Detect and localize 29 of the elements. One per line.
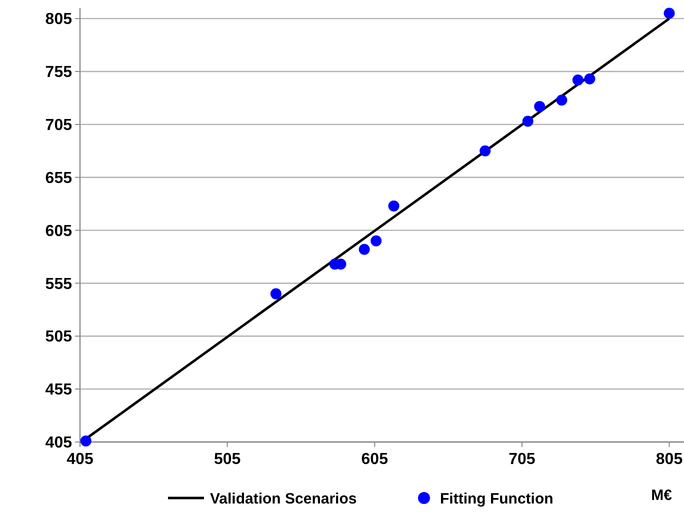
point xyxy=(664,8,675,19)
y-tick-label: 655 xyxy=(45,170,72,187)
x-axis-title: M€ xyxy=(651,487,673,504)
point xyxy=(370,235,382,246)
point xyxy=(572,74,584,86)
point xyxy=(388,200,400,212)
point xyxy=(556,94,568,106)
point xyxy=(270,288,282,300)
point xyxy=(480,145,491,156)
point xyxy=(522,116,534,127)
y-tick-label: 605 xyxy=(45,222,72,240)
y-tick-label: 555 xyxy=(45,276,72,293)
x-tick-label: 705 xyxy=(508,451,536,468)
y-tick-label: 405 xyxy=(45,434,72,452)
point xyxy=(534,100,546,112)
x-tick-label: 405 xyxy=(66,451,94,468)
y-tick-label: 505 xyxy=(45,328,72,346)
y-tick-label: 455 xyxy=(45,382,72,399)
legend-label: Validation Scenarios xyxy=(210,490,357,508)
x-tick-label: 505 xyxy=(214,451,241,468)
y-tick-label: 805 xyxy=(45,11,72,28)
x-tick-label: 805 xyxy=(656,451,683,468)
point xyxy=(584,73,596,84)
y-tick-label: 755 xyxy=(45,64,72,82)
y-tick-label: 705 xyxy=(45,117,72,134)
point xyxy=(358,244,370,255)
point xyxy=(80,435,92,446)
legend-label: Fitting Function xyxy=(440,490,554,508)
x-tick-label: 605 xyxy=(361,451,388,468)
